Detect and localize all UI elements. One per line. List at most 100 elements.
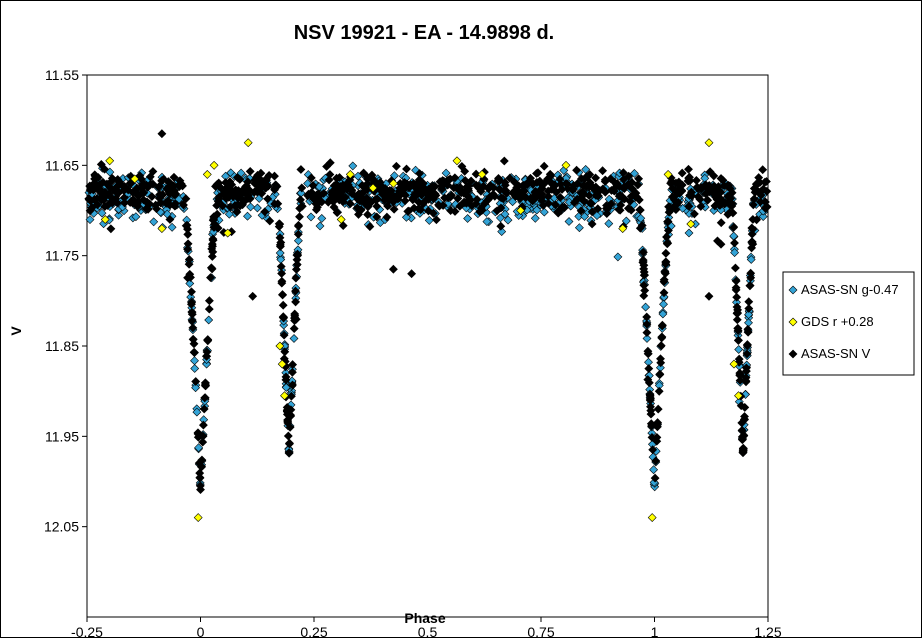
data-point	[297, 183, 307, 193]
data-point	[600, 177, 610, 186]
data-point	[284, 448, 294, 458]
data-point	[162, 184, 172, 194]
data-point	[281, 372, 291, 382]
data-point	[497, 227, 507, 237]
data-point	[634, 174, 644, 184]
data-point	[728, 208, 738, 218]
data-point	[335, 173, 344, 182]
data-point	[209, 222, 219, 232]
data-point	[385, 186, 395, 195]
data-point	[206, 263, 216, 273]
data-point	[223, 228, 233, 238]
data-point	[623, 203, 633, 213]
data-point	[407, 269, 417, 279]
data-point	[644, 378, 654, 388]
data-point	[729, 223, 739, 232]
legend-item: GDS r +0.28	[788, 314, 874, 329]
data-point	[638, 255, 648, 265]
data-point	[106, 197, 116, 207]
data-point	[145, 172, 155, 182]
data-point	[274, 222, 284, 232]
data-point	[279, 313, 289, 323]
data-point	[530, 213, 540, 223]
data-point	[645, 391, 655, 401]
data-point	[181, 194, 191, 204]
data-point	[329, 196, 339, 206]
data-point	[255, 176, 265, 185]
data-point	[734, 354, 744, 364]
data-point	[275, 242, 285, 251]
data-point	[232, 207, 242, 217]
data-point	[584, 182, 594, 192]
data-point	[189, 339, 199, 349]
data-point	[198, 420, 208, 430]
legend: ASAS-SN g-0.47 GDS r +0.28 ASAS-SN V	[782, 271, 915, 376]
data-point	[286, 391, 296, 401]
data-point	[315, 221, 325, 231]
data-point	[555, 192, 565, 202]
data-point	[157, 129, 167, 139]
data-point	[317, 213, 327, 223]
data-point	[635, 223, 645, 233]
data-point	[159, 174, 169, 184]
data-point	[730, 248, 740, 258]
data-point	[639, 264, 649, 274]
data-point	[190, 364, 200, 373]
data-point	[97, 208, 107, 218]
data-point	[277, 359, 287, 369]
data-point	[572, 165, 582, 175]
data-point	[204, 304, 214, 314]
data-point	[593, 204, 603, 214]
data-point	[207, 239, 217, 249]
data-point	[285, 438, 294, 448]
data-point	[615, 190, 625, 200]
data-point	[188, 323, 198, 333]
data-point	[296, 165, 306, 174]
data-point	[508, 188, 518, 198]
data-point	[578, 188, 588, 197]
data-point	[551, 187, 561, 197]
data-point	[96, 159, 106, 169]
data-point	[288, 360, 298, 370]
y-tick-label: 12.05	[44, 519, 79, 535]
data-point	[505, 173, 515, 183]
data-point	[696, 202, 706, 211]
data-point	[190, 356, 199, 366]
data-point	[292, 260, 302, 269]
data-point	[659, 275, 669, 285]
legend-item: ASAS-SN g-0.47	[788, 282, 899, 297]
data-point	[179, 200, 188, 210]
data-point	[114, 210, 124, 220]
data-point	[96, 188, 106, 198]
data-point	[663, 169, 673, 179]
data-point	[587, 207, 597, 217]
data-point	[203, 335, 213, 345]
data-point	[90, 178, 100, 188]
data-point	[213, 197, 223, 206]
data-point	[683, 176, 693, 186]
data-point	[753, 186, 762, 196]
data-point	[187, 287, 196, 297]
data-point	[366, 197, 376, 207]
data-point	[345, 199, 355, 209]
legend-marker	[788, 349, 798, 359]
data-point	[431, 215, 441, 225]
data-point	[250, 179, 260, 188]
data-point	[499, 156, 509, 166]
data-point	[748, 200, 758, 210]
data-point	[618, 224, 628, 234]
data-point	[340, 192, 350, 202]
data-point	[657, 320, 667, 330]
data-point	[455, 185, 465, 195]
data-point	[496, 203, 506, 213]
data-point	[660, 267, 670, 277]
legend-label: GDS r +0.28	[801, 314, 874, 329]
data-point	[745, 281, 755, 291]
data-point	[574, 223, 584, 233]
y-axis: 11.55 11.65 11.75 11.85 11.95 12.05	[44, 67, 87, 535]
y-tick-label: 11.55	[45, 67, 79, 83]
data-point	[278, 290, 288, 300]
x-axis: -0.25 0 0.25 0.5 0.75 1 1.25	[71, 617, 782, 637]
data-point	[208, 247, 218, 257]
